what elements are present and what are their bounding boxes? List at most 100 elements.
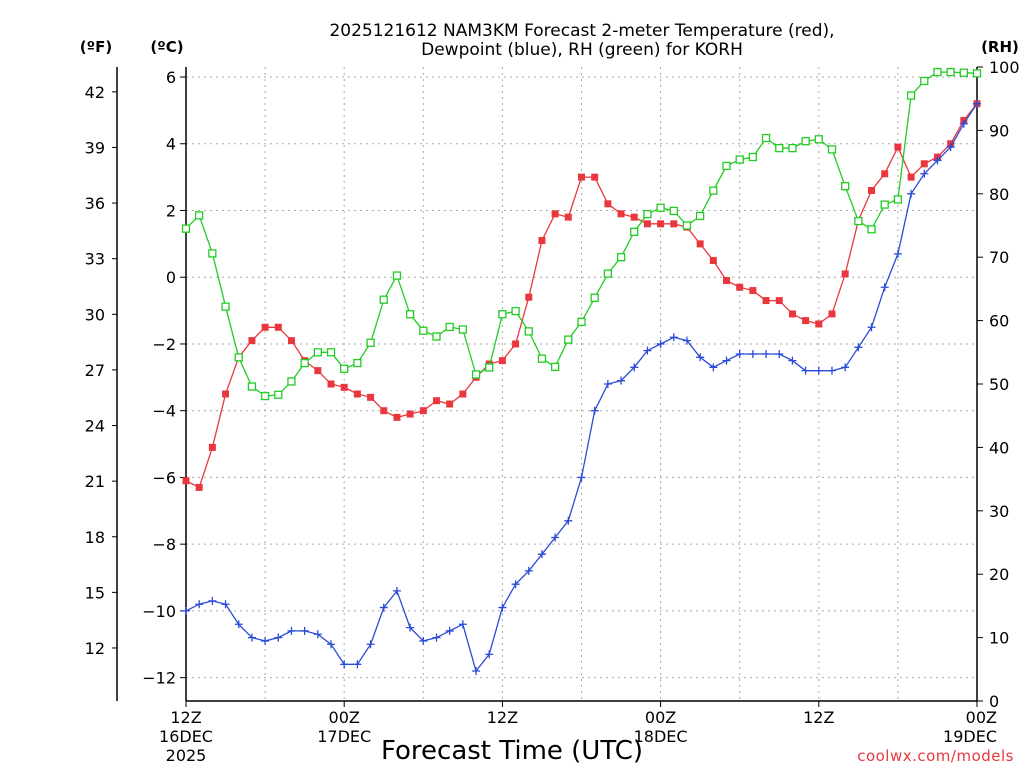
x-tick-label-time: 00Z bbox=[966, 708, 997, 727]
rh-point bbox=[379, 295, 388, 304]
fahrenheit-tick-label: 18 bbox=[85, 528, 105, 547]
rh-point bbox=[181, 224, 191, 233]
rh-point bbox=[524, 327, 533, 336]
dewpoint-point bbox=[933, 156, 942, 165]
dewpoint-point bbox=[208, 596, 217, 605]
temperature-point bbox=[709, 257, 717, 265]
dewpoint-point bbox=[274, 633, 283, 642]
dewpoint-point bbox=[748, 349, 757, 358]
rh-point bbox=[221, 302, 230, 311]
rh-point bbox=[735, 155, 744, 164]
rh-point bbox=[471, 370, 481, 379]
dewpoint-point bbox=[643, 346, 652, 355]
temperature-point bbox=[828, 310, 836, 318]
dewpoint-point bbox=[551, 533, 560, 542]
dewpoint-point bbox=[907, 189, 916, 198]
temperature-point bbox=[222, 390, 230, 398]
temperature-point bbox=[868, 186, 876, 194]
rh-point bbox=[247, 382, 257, 391]
dewpoint-point bbox=[458, 620, 467, 629]
dewpoint-point bbox=[801, 366, 810, 375]
dewpoint-point bbox=[379, 603, 388, 612]
temperature-point bbox=[208, 443, 216, 451]
celsius-tick-label: −8 bbox=[152, 535, 176, 554]
dewpoint-point bbox=[366, 640, 375, 649]
temperature-point bbox=[551, 210, 559, 218]
dewpoint-point bbox=[814, 366, 823, 375]
dewpoint-point bbox=[340, 660, 349, 669]
temperature-point bbox=[788, 310, 796, 318]
celsius-tick-label: −12 bbox=[142, 669, 176, 688]
fahrenheit-tick-label: 21 bbox=[85, 472, 105, 491]
rh-tick-label: 40 bbox=[989, 438, 1009, 457]
temperature-point bbox=[393, 413, 401, 421]
dewpoint-point bbox=[221, 600, 230, 609]
dewpoint-point bbox=[788, 356, 797, 365]
temperature-point bbox=[696, 240, 704, 248]
rh-point bbox=[353, 358, 362, 368]
dewpoint-point bbox=[445, 626, 454, 635]
rh-point bbox=[366, 338, 375, 347]
x-tick-label-time: 12Z bbox=[487, 708, 518, 727]
temperature-point bbox=[353, 390, 361, 398]
dewpoint-point bbox=[287, 626, 296, 635]
rh-point bbox=[485, 363, 494, 372]
rh-point bbox=[458, 325, 468, 334]
celsius-tick-label: 2 bbox=[166, 201, 176, 220]
dewpoint-point bbox=[617, 376, 626, 385]
rh-point bbox=[537, 354, 547, 363]
dewpoint-point bbox=[735, 349, 744, 358]
rh-point bbox=[616, 253, 626, 262]
x-tick-label-time: 00Z bbox=[645, 708, 676, 727]
rh-point bbox=[432, 332, 441, 341]
fahrenheit-tick-label: 27 bbox=[85, 361, 105, 380]
rh-point bbox=[405, 310, 415, 319]
temperature-point bbox=[367, 393, 375, 401]
temperature-point bbox=[604, 200, 612, 208]
rh-point bbox=[326, 348, 336, 357]
dewpoint-point bbox=[485, 650, 494, 659]
rh-point bbox=[801, 137, 810, 146]
rh-point bbox=[696, 211, 705, 221]
dewpoint-point bbox=[261, 636, 270, 645]
celsius-tick-label: 6 bbox=[166, 68, 176, 87]
rh-point bbox=[577, 317, 586, 327]
rh-point bbox=[643, 209, 652, 219]
temperature-point bbox=[907, 173, 915, 181]
dewpoint-point bbox=[920, 169, 929, 178]
rh-point bbox=[972, 69, 982, 78]
dewpoint-point bbox=[300, 626, 309, 635]
temperature-point bbox=[723, 277, 731, 285]
dewpoint-point bbox=[564, 516, 573, 525]
temperature-point bbox=[182, 477, 190, 485]
temperature-point bbox=[591, 173, 599, 181]
rh-point bbox=[603, 269, 613, 278]
rh-point bbox=[775, 144, 784, 153]
dewpoint-point bbox=[182, 606, 190, 615]
dewpoint-point bbox=[353, 660, 362, 669]
temperature-point bbox=[538, 237, 546, 245]
x-tick-label-date: 18DEC bbox=[634, 727, 688, 746]
watermark: coolwx.com/models bbox=[857, 747, 1014, 765]
unit-label-fahrenheit: (ºF) bbox=[80, 38, 112, 56]
series-dewpoint bbox=[182, 99, 981, 675]
fahrenheit-tick-label: 33 bbox=[85, 250, 105, 269]
temperature-point bbox=[841, 270, 849, 278]
rh-point bbox=[287, 377, 296, 386]
rh-tick-label: 30 bbox=[989, 502, 1009, 521]
rh-tick-label: 70 bbox=[989, 248, 1009, 267]
rh-point bbox=[313, 348, 322, 357]
temperature-point bbox=[630, 213, 638, 221]
rh-point bbox=[959, 68, 968, 77]
series-rh bbox=[181, 67, 982, 401]
x-axis-title: Forecast Time (UTC) bbox=[381, 736, 643, 766]
temperature-point bbox=[248, 337, 256, 345]
rh-point bbox=[788, 144, 797, 153]
title-line-1: 2025121612 NAM3KM Forecast 2-meter Tempe… bbox=[329, 21, 834, 41]
temperature-point bbox=[314, 367, 322, 375]
temperature-point bbox=[525, 293, 533, 301]
dewpoint-point bbox=[234, 620, 243, 629]
temperature-point bbox=[432, 397, 440, 405]
rh-point bbox=[827, 145, 837, 154]
